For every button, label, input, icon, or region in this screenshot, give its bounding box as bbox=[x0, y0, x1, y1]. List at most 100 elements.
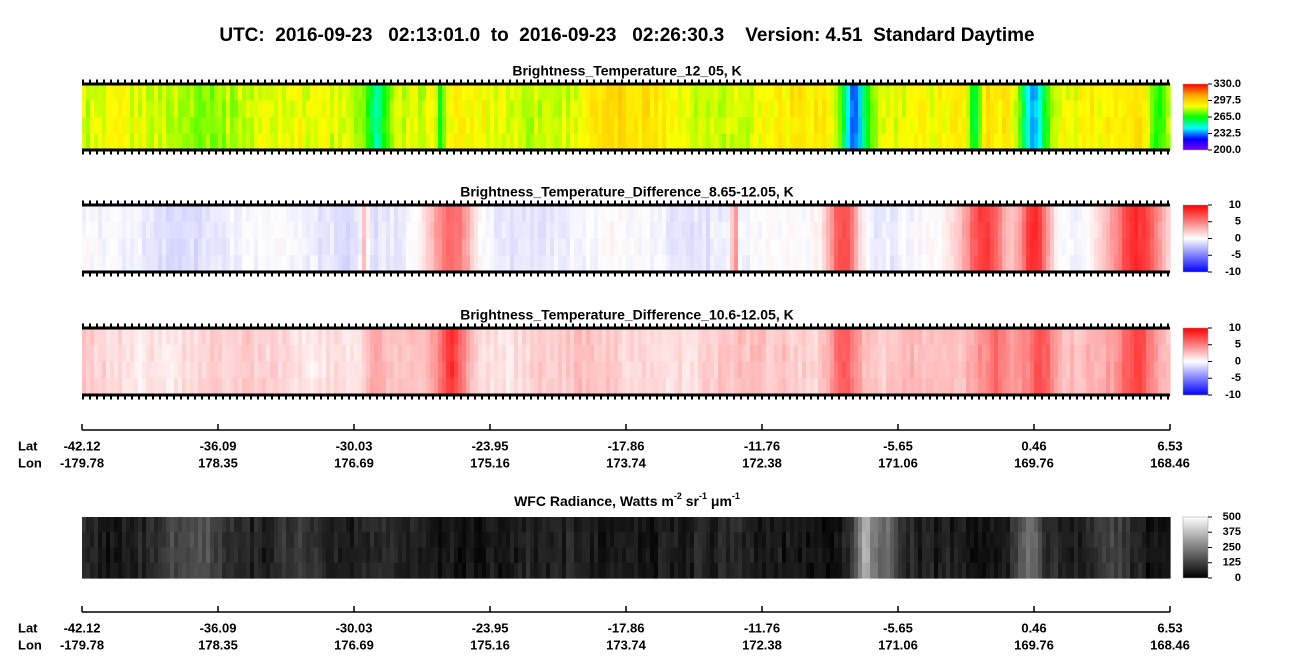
image-pixel bbox=[1038, 378, 1043, 396]
image-pixel bbox=[830, 547, 835, 564]
image-pixel bbox=[790, 547, 795, 564]
image-pixel bbox=[1158, 133, 1163, 151]
image-pixel bbox=[770, 117, 775, 135]
image-pixel bbox=[82, 84, 87, 102]
image-pixel bbox=[130, 117, 135, 135]
image-pixel bbox=[270, 117, 275, 135]
image-pixel bbox=[730, 117, 735, 135]
image-pixel bbox=[486, 517, 491, 533]
image-pixel bbox=[778, 517, 783, 533]
image-pixel bbox=[1150, 547, 1155, 564]
image-pixel bbox=[278, 344, 283, 363]
image-pixel bbox=[166, 378, 171, 396]
image-pixel bbox=[262, 344, 267, 363]
image-pixel bbox=[874, 133, 879, 151]
image-pixel bbox=[1122, 238, 1127, 256]
image-pixel bbox=[386, 547, 391, 564]
image-pixel bbox=[778, 238, 783, 256]
image-pixel bbox=[322, 221, 327, 240]
image-pixel bbox=[746, 328, 751, 346]
image-pixel bbox=[354, 378, 359, 396]
image-pixel bbox=[482, 378, 487, 396]
image-pixel bbox=[898, 547, 903, 564]
image-pixel bbox=[662, 117, 667, 135]
image-pixel bbox=[350, 238, 355, 256]
image-pixel bbox=[278, 255, 283, 273]
image-pixel bbox=[1114, 562, 1119, 579]
image-pixel bbox=[1166, 562, 1171, 579]
image-pixel bbox=[470, 361, 475, 379]
image-pixel bbox=[846, 238, 851, 256]
image-pixel bbox=[554, 547, 559, 564]
image-pixel bbox=[726, 205, 731, 223]
image-pixel bbox=[138, 84, 143, 102]
image-pixel bbox=[1110, 562, 1115, 579]
image-pixel bbox=[446, 361, 451, 379]
image-pixel bbox=[178, 378, 183, 396]
image-pixel bbox=[678, 238, 683, 256]
image-pixel bbox=[118, 255, 123, 273]
image-pixel bbox=[122, 133, 127, 151]
image-pixel bbox=[502, 221, 507, 240]
image-pixel bbox=[530, 133, 535, 151]
image-pixel bbox=[946, 378, 951, 396]
image-pixel bbox=[250, 562, 255, 579]
image-pixel bbox=[326, 344, 331, 363]
image-pixel bbox=[454, 238, 459, 256]
image-pixel bbox=[430, 133, 435, 151]
lat-tick-label: -30.03 bbox=[336, 620, 373, 635]
image-pixel bbox=[494, 361, 499, 379]
image-pixel bbox=[454, 344, 459, 363]
image-pixel bbox=[378, 205, 383, 223]
image-pixel bbox=[1082, 205, 1087, 223]
image-pixel bbox=[874, 238, 879, 256]
image-pixel bbox=[350, 205, 355, 223]
image-pixel bbox=[502, 117, 507, 135]
image-pixel bbox=[502, 100, 507, 118]
image-pixel bbox=[130, 361, 135, 379]
image-pixel bbox=[578, 562, 583, 579]
image-pixel bbox=[746, 517, 751, 533]
image-pixel bbox=[402, 344, 407, 363]
image-pixel bbox=[238, 205, 243, 223]
lat-tick-label: -23.95 bbox=[472, 438, 509, 453]
image-pixel bbox=[550, 238, 555, 256]
image-pixel bbox=[942, 100, 947, 118]
image-pixel bbox=[618, 547, 623, 564]
image-pixel bbox=[818, 133, 823, 151]
image-pixel bbox=[734, 133, 739, 151]
image-pixel bbox=[650, 562, 655, 579]
image-pixel bbox=[662, 328, 667, 346]
image-pixel bbox=[1022, 562, 1027, 579]
image-pixel bbox=[454, 221, 459, 240]
image-pixel bbox=[1046, 361, 1051, 379]
image-pixel bbox=[1018, 562, 1023, 579]
image-pixel bbox=[142, 328, 147, 346]
image-pixel bbox=[838, 84, 843, 102]
image-pixel bbox=[678, 378, 683, 396]
image-pixel bbox=[738, 84, 743, 102]
image-pixel bbox=[398, 205, 403, 223]
image-pixel bbox=[362, 517, 367, 533]
image-pixel bbox=[570, 133, 575, 151]
image-pixel bbox=[1162, 133, 1167, 151]
image-pixel bbox=[698, 344, 703, 363]
image-pixel bbox=[902, 205, 907, 223]
image-pixel bbox=[158, 221, 163, 240]
image-pixel bbox=[198, 100, 203, 118]
image-pixel bbox=[270, 238, 275, 256]
image-pixel bbox=[514, 547, 519, 564]
image-pixel bbox=[722, 238, 727, 256]
image-pixel bbox=[1026, 562, 1031, 579]
image-pixel bbox=[234, 344, 239, 363]
image-pixel bbox=[638, 133, 643, 151]
image-pixel bbox=[822, 133, 827, 151]
image-pixel bbox=[1114, 361, 1119, 379]
image-pixel bbox=[750, 328, 755, 346]
image-pixel bbox=[614, 344, 619, 363]
image-pixel bbox=[1058, 547, 1063, 564]
image-pixel bbox=[322, 517, 327, 533]
image-pixel bbox=[1122, 328, 1127, 346]
image-pixel bbox=[1130, 378, 1135, 396]
image-pixel bbox=[798, 361, 803, 379]
